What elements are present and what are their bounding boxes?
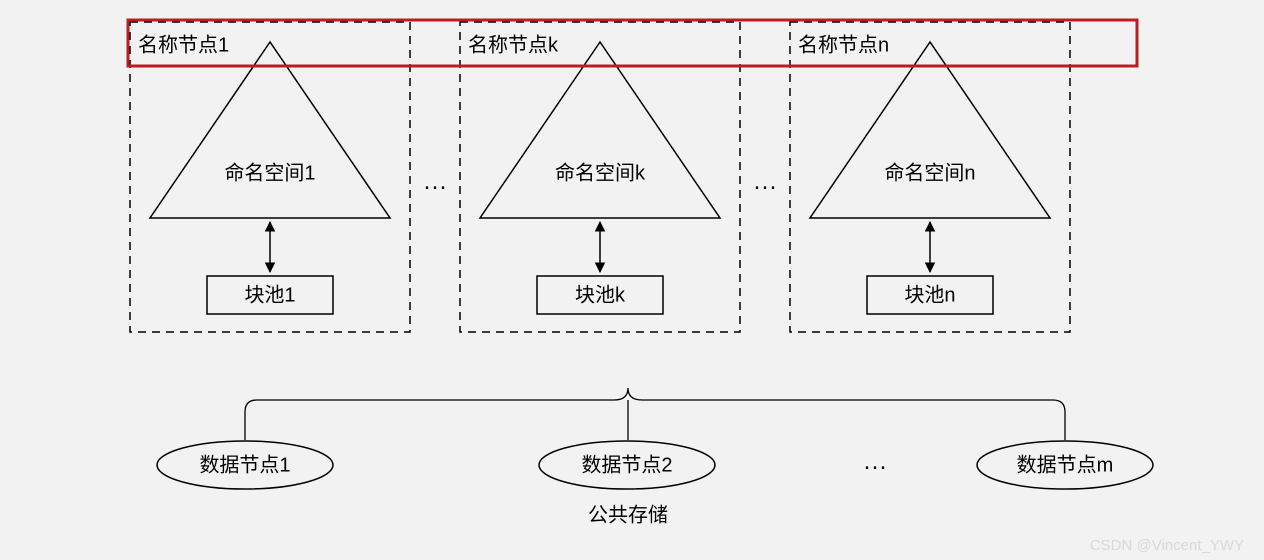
namespace-label-k: 命名空间k xyxy=(555,162,646,185)
watermark: CSDN @Vincent_YWY xyxy=(1090,537,1244,554)
namespace-label-n: 命名空间n xyxy=(884,162,975,185)
namespace-label-1: 命名空间1 xyxy=(224,162,315,185)
namespace-triangle-k xyxy=(480,42,720,218)
brace-connector xyxy=(245,388,1065,440)
highlight-box xyxy=(128,20,1137,66)
name-node-label-k: 名称节点k xyxy=(468,33,559,56)
public-storage-label: 公共存储 xyxy=(588,503,668,526)
data-node-label-1: 数据节点2 xyxy=(581,453,672,476)
namespace-triangle-n xyxy=(810,42,1050,218)
architecture-diagram: 名称节点1 命名空间1 块池1 名称节点k 命名空间k 块池k 名称节点n 命名空间n 块池n ·… xyxy=(0,0,1264,560)
pool-label-1: 块池1 xyxy=(244,283,295,306)
ellipsis-lower: ··· xyxy=(863,453,887,480)
data-node-label-2: 数据节点m xyxy=(1017,453,1114,476)
ellipsis-upper-1: ··· xyxy=(753,173,777,200)
pool-label-k: 块池k xyxy=(575,283,626,306)
ellipsis-upper-0: ··· xyxy=(423,173,447,200)
namespace-triangle-1 xyxy=(150,42,390,218)
name-node-label-n: 名称节点n xyxy=(798,33,889,56)
data-node-label-0: 数据节点1 xyxy=(199,453,290,476)
pool-label-n: 块池n xyxy=(904,283,955,306)
name-node-label-1: 名称节点1 xyxy=(138,33,229,56)
